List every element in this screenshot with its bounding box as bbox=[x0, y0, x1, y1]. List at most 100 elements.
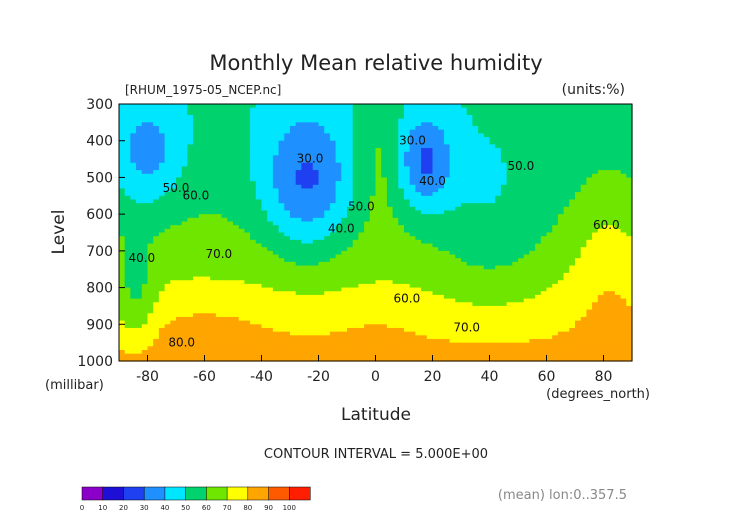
field-cell bbox=[267, 144, 274, 149]
field-cell bbox=[307, 214, 314, 219]
field-cell bbox=[193, 272, 200, 278]
field-cell bbox=[432, 272, 439, 278]
field-cell bbox=[170, 327, 177, 333]
field-cell bbox=[455, 305, 462, 311]
field-cell bbox=[483, 206, 491, 212]
field-cell bbox=[124, 232, 131, 237]
field-cell bbox=[358, 140, 365, 145]
field-cell bbox=[130, 166, 137, 171]
field-cell bbox=[250, 159, 257, 164]
field-cell bbox=[233, 199, 240, 204]
field-cell bbox=[147, 199, 154, 204]
field-cell bbox=[210, 258, 217, 263]
field-cell bbox=[375, 346, 382, 351]
field-cell bbox=[409, 214, 416, 219]
field-cell bbox=[318, 357, 325, 362]
field-cell bbox=[136, 327, 143, 333]
field-cell bbox=[347, 298, 354, 303]
field-cell bbox=[466, 144, 473, 149]
field-cell bbox=[512, 195, 519, 201]
field-cell bbox=[500, 118, 508, 123]
field-cell bbox=[290, 221, 297, 226]
field-cell bbox=[267, 276, 274, 281]
field-cell bbox=[483, 294, 491, 300]
field-cell bbox=[318, 144, 325, 149]
field-cell bbox=[386, 188, 394, 193]
field-cell bbox=[506, 291, 513, 296]
field-cell bbox=[250, 342, 257, 347]
field-cell bbox=[443, 206, 451, 212]
field-cell bbox=[409, 170, 416, 175]
field-cell bbox=[461, 221, 468, 226]
field-cell bbox=[181, 151, 188, 156]
field-cell bbox=[312, 254, 320, 259]
field-cell bbox=[204, 151, 211, 156]
field-cell bbox=[404, 188, 411, 193]
field-cell bbox=[358, 302, 365, 307]
field-cell bbox=[187, 305, 194, 311]
field-cell bbox=[386, 272, 394, 278]
field-cell bbox=[506, 338, 513, 344]
field-cell bbox=[489, 129, 496, 134]
field-cell bbox=[147, 291, 154, 296]
field-cell bbox=[438, 126, 445, 131]
field-cell bbox=[495, 166, 502, 171]
field-cell bbox=[421, 214, 428, 219]
field-cell bbox=[466, 305, 473, 311]
field-cell bbox=[324, 309, 331, 314]
field-cell bbox=[227, 261, 234, 267]
field-cell bbox=[221, 294, 228, 300]
field-cell bbox=[500, 276, 508, 281]
field-cell bbox=[307, 126, 314, 131]
field-cell bbox=[438, 357, 445, 362]
field-cell bbox=[284, 104, 291, 109]
field-cell bbox=[124, 280, 131, 285]
field-cell bbox=[141, 287, 149, 292]
field-cell bbox=[369, 111, 377, 116]
field-cell bbox=[227, 104, 234, 109]
field-cell bbox=[130, 287, 137, 292]
field-cell bbox=[295, 232, 302, 237]
field-cell bbox=[147, 236, 154, 241]
field-cell bbox=[290, 210, 297, 215]
field-cell bbox=[500, 199, 508, 204]
field-cell bbox=[233, 173, 240, 179]
field-cell bbox=[164, 133, 171, 138]
field-cell bbox=[153, 151, 160, 156]
field-cell bbox=[119, 221, 126, 226]
field-cell bbox=[489, 239, 496, 245]
field-cell bbox=[221, 232, 228, 237]
field-cell bbox=[204, 239, 211, 245]
field-cell bbox=[238, 261, 245, 267]
field-cell bbox=[381, 236, 388, 241]
field-cell bbox=[238, 195, 245, 201]
field-cell bbox=[153, 283, 160, 289]
field-cell bbox=[415, 115, 422, 120]
field-cell bbox=[204, 184, 211, 190]
field-cell bbox=[518, 206, 525, 212]
field-cell bbox=[181, 159, 188, 164]
field-cell bbox=[301, 250, 308, 256]
field-cell bbox=[432, 342, 439, 347]
field-cell bbox=[495, 133, 502, 138]
field-cell bbox=[386, 111, 394, 116]
field-cell bbox=[307, 181, 314, 186]
field-cell bbox=[443, 228, 451, 234]
field-cell bbox=[432, 265, 439, 270]
field-cell bbox=[398, 140, 405, 145]
field-cell bbox=[170, 335, 177, 340]
field-cell bbox=[432, 225, 439, 230]
field-cell bbox=[176, 184, 183, 190]
field-cell bbox=[119, 166, 126, 171]
field-cell bbox=[478, 210, 485, 215]
field-cell bbox=[141, 265, 149, 270]
field-cell bbox=[506, 195, 513, 201]
field-cell bbox=[204, 137, 211, 142]
field-cell bbox=[221, 111, 228, 116]
field-cell bbox=[284, 148, 291, 153]
field-cell bbox=[415, 254, 422, 259]
field-cell bbox=[244, 225, 251, 230]
field-cell bbox=[518, 228, 525, 234]
field-cell bbox=[272, 276, 280, 281]
field-cell bbox=[221, 162, 228, 168]
